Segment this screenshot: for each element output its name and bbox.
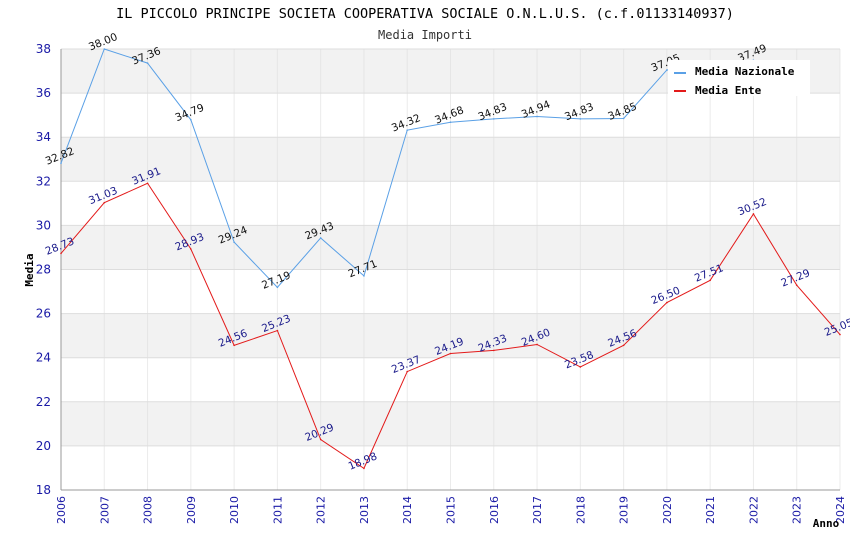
x-tick-label: 2016 (488, 496, 501, 524)
data-point-ente (579, 366, 582, 368)
x-tick-label: 2010 (228, 496, 241, 524)
data-point-nazionale (622, 117, 625, 120)
data-point-ente (536, 343, 538, 346)
x-tick-label: 2018 (574, 496, 587, 524)
data-point-nazionale (492, 118, 495, 120)
x-tick-label: 2007 (98, 496, 111, 524)
y-tick-label: 20 (36, 439, 51, 453)
data-point-nazionale (536, 115, 538, 118)
x-tick-label: 2009 (185, 496, 198, 524)
data-point-ente (60, 252, 62, 255)
y-tick-label: 26 (36, 307, 51, 321)
x-tick-label: 2015 (445, 496, 458, 524)
x-tick-label: 2012 (315, 496, 328, 524)
y-tick-label: 22 (36, 395, 51, 409)
y-axis-label: Media (23, 253, 36, 286)
chart-title: IL PICCOLO PRINCIPE SOCIETA COOPERATIVA … (116, 6, 734, 22)
data-point-ente (449, 352, 452, 355)
data-point-ente (103, 201, 106, 204)
y-tick-label: 32 (36, 174, 51, 188)
legend-label-ente: Media Ente (695, 84, 762, 97)
data-point-ente (492, 349, 495, 352)
data-point-ente (795, 284, 798, 286)
y-axis: 18 20 22 24 26 28 30 32 34 36 38 (36, 42, 62, 497)
data-point-ente (319, 438, 322, 441)
data-point-nazionale (276, 286, 279, 289)
x-tick-label: 2011 (271, 496, 284, 524)
y-tick-label: 24 (36, 351, 51, 365)
data-point-ente (622, 344, 625, 347)
data-point-nazionale (233, 241, 235, 243)
x-axis-label: Anno (813, 517, 840, 530)
x-tick-label: 2021 (704, 496, 717, 524)
data-point-ente (363, 467, 365, 470)
y-tick-label: 28 (36, 263, 51, 277)
legend-box (668, 60, 810, 96)
data-point-ente (839, 333, 841, 336)
data-point-nazionale (319, 237, 322, 239)
x-tick-label: 2013 (358, 496, 371, 524)
y-tick-label: 34 (36, 130, 51, 144)
x-tick-label: 2008 (142, 496, 155, 524)
legend-label-nazionale: Media Nazionale (695, 65, 795, 78)
data-point-nazionale (60, 162, 62, 165)
y-tick-label: 38 (36, 42, 51, 56)
data-point-nazionale (103, 48, 106, 50)
series-group (60, 48, 841, 470)
data-point-nazionale (666, 69, 668, 71)
data-point-nazionale (190, 118, 192, 121)
x-tick-label: 2022 (747, 496, 760, 524)
data-point-nazionale (406, 129, 409, 131)
data-point-ente (146, 182, 149, 185)
x-tick-label: 2014 (401, 496, 414, 524)
chart-subtitle: Media Importi (378, 28, 472, 42)
data-point-nazionale (579, 118, 582, 120)
x-tick-label: 2017 (531, 496, 544, 524)
x-tick-label: 2006 (55, 496, 68, 524)
data-point-ente (666, 301, 668, 304)
x-tick-label: 2019 (618, 496, 631, 524)
data-point-ente (709, 279, 711, 282)
data-point-nazionale (146, 62, 149, 64)
y-tick-label: 36 (36, 86, 51, 100)
legend: Media Nazionale Media Ente (668, 60, 810, 97)
x-axis: 2006 2007 2008 2009 2010 2011 2012 2013 2014 2015… (55, 489, 847, 524)
data-point-nazionale (363, 275, 365, 277)
x-tick-label: 2020 (661, 496, 674, 524)
y-tick-label: 18 (36, 483, 51, 497)
data-point-nazionale (449, 121, 452, 124)
data-point-ente (406, 370, 409, 373)
data-point-ente (233, 344, 235, 347)
data-point-ente (190, 248, 192, 250)
data-point-ente (276, 329, 279, 332)
x-tick-label: 2023 (791, 496, 804, 524)
y-tick-label: 30 (36, 218, 51, 232)
x-tick-label: 2024 (834, 496, 847, 524)
data-point-ente (752, 213, 755, 215)
